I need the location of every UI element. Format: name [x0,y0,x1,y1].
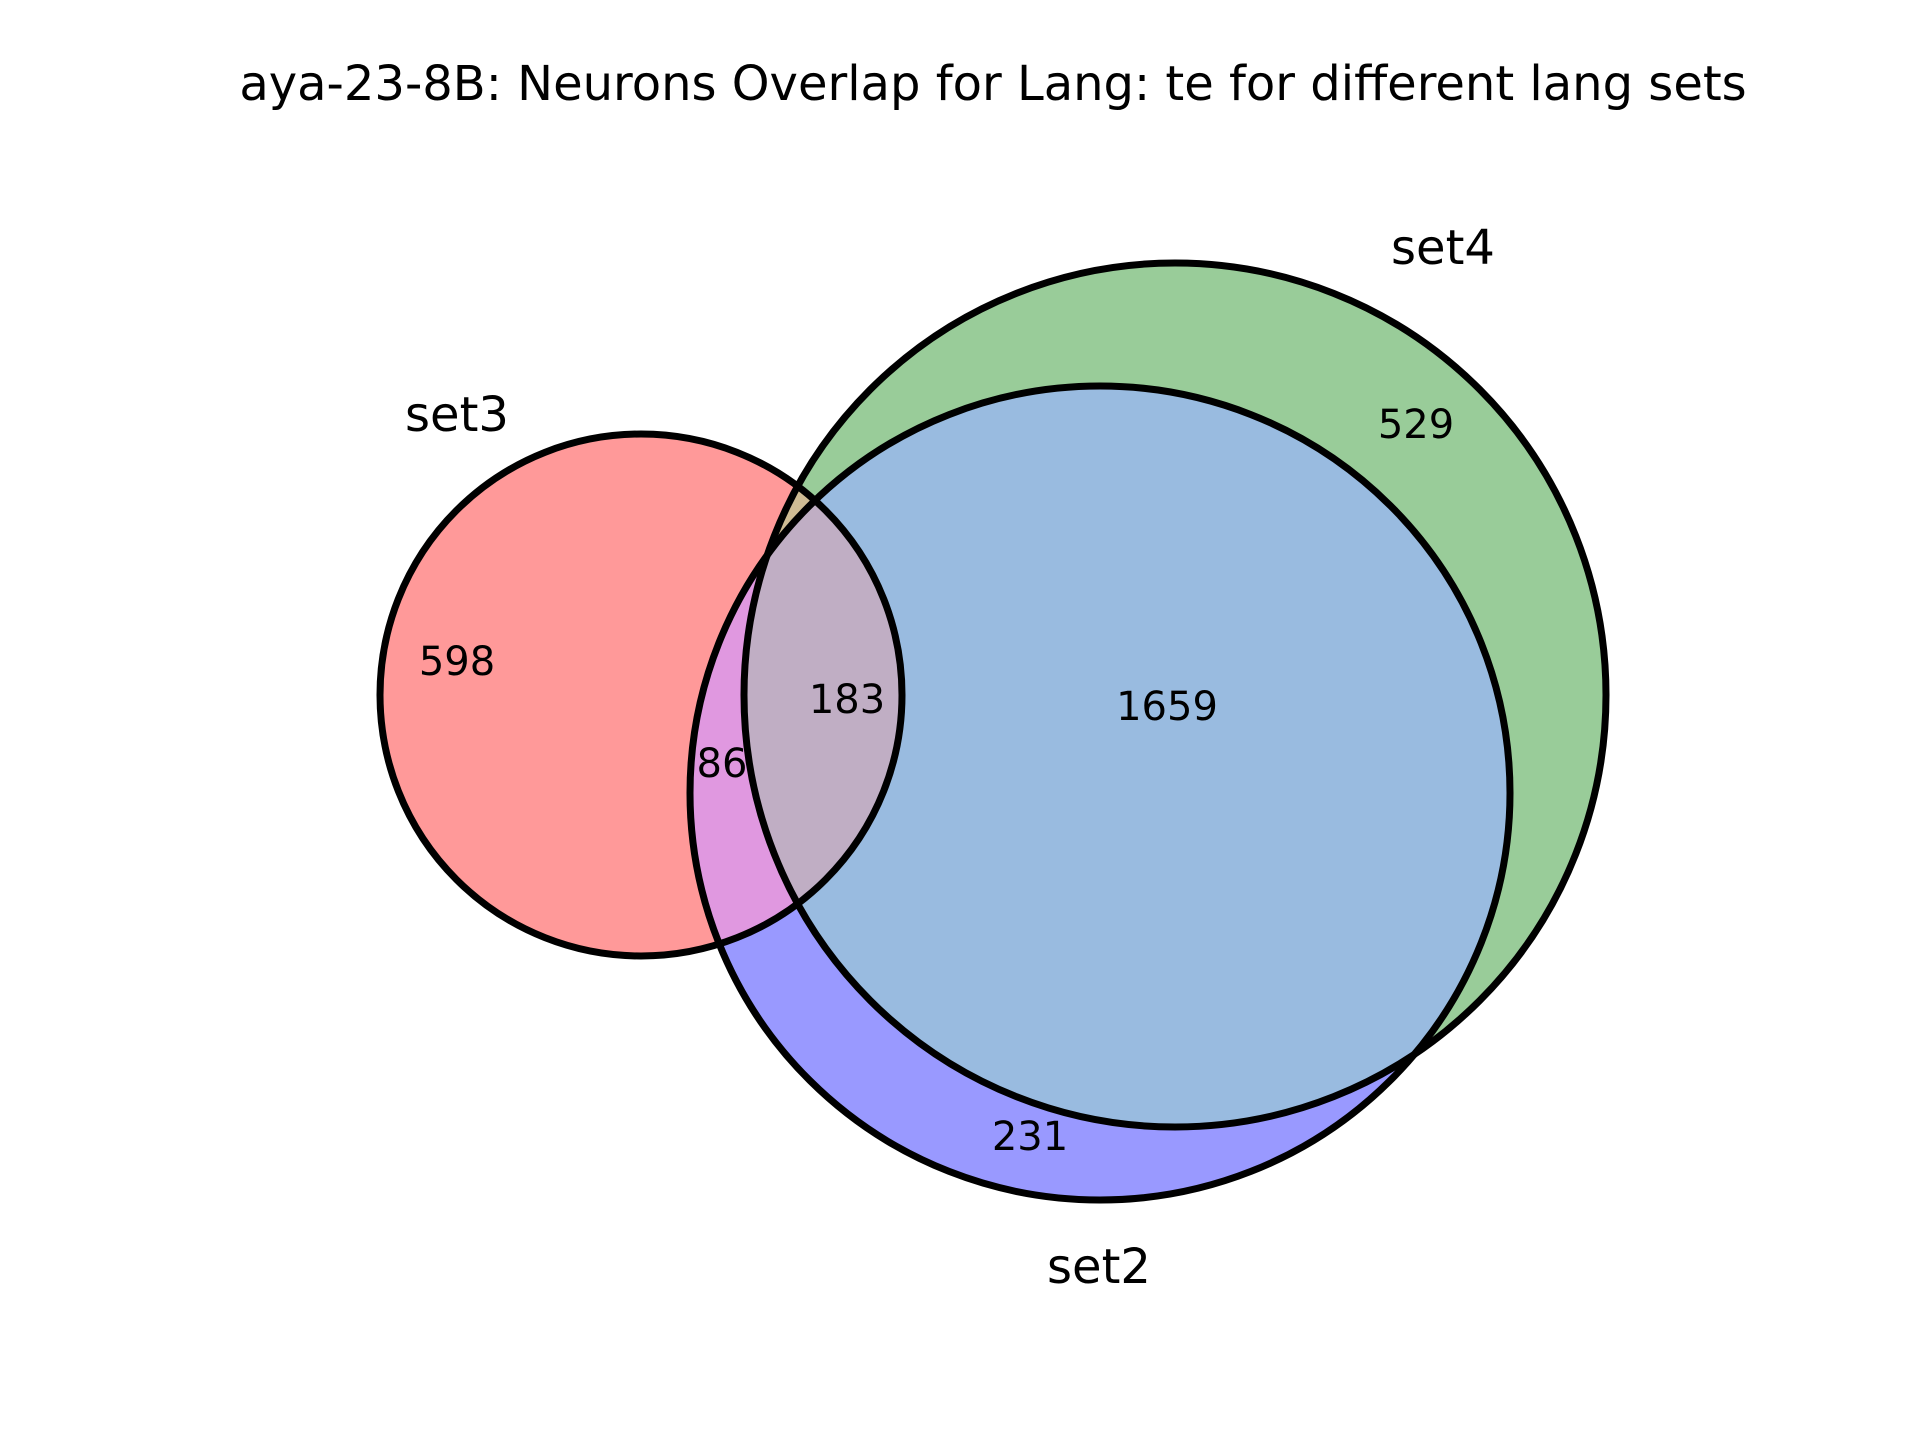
set2-outline [686,382,1514,1204]
venn-outlines [376,259,1610,1204]
chart-title: aya-23-8B: Neurons Overlap for Lang: te … [239,56,1746,112]
set-label-set4: set4 [1391,220,1495,276]
set-label-set3: set3 [405,387,509,443]
region-label-set3-only: 598 [419,639,495,685]
region-label-all: 183 [809,677,885,723]
overlap-set4-set2 [744,386,1510,1127]
region-label-set4-only: 529 [1378,402,1454,448]
venn-fills [380,263,1606,1200]
region-label-set4-set2: 1659 [1116,684,1218,730]
region-label-set2-only: 231 [992,1114,1068,1160]
region-label-set2-set3: 86 [697,741,748,787]
set4-outline [740,259,1610,1131]
set-label-set2: set2 [1047,1239,1151,1295]
set3-outline [376,430,906,960]
